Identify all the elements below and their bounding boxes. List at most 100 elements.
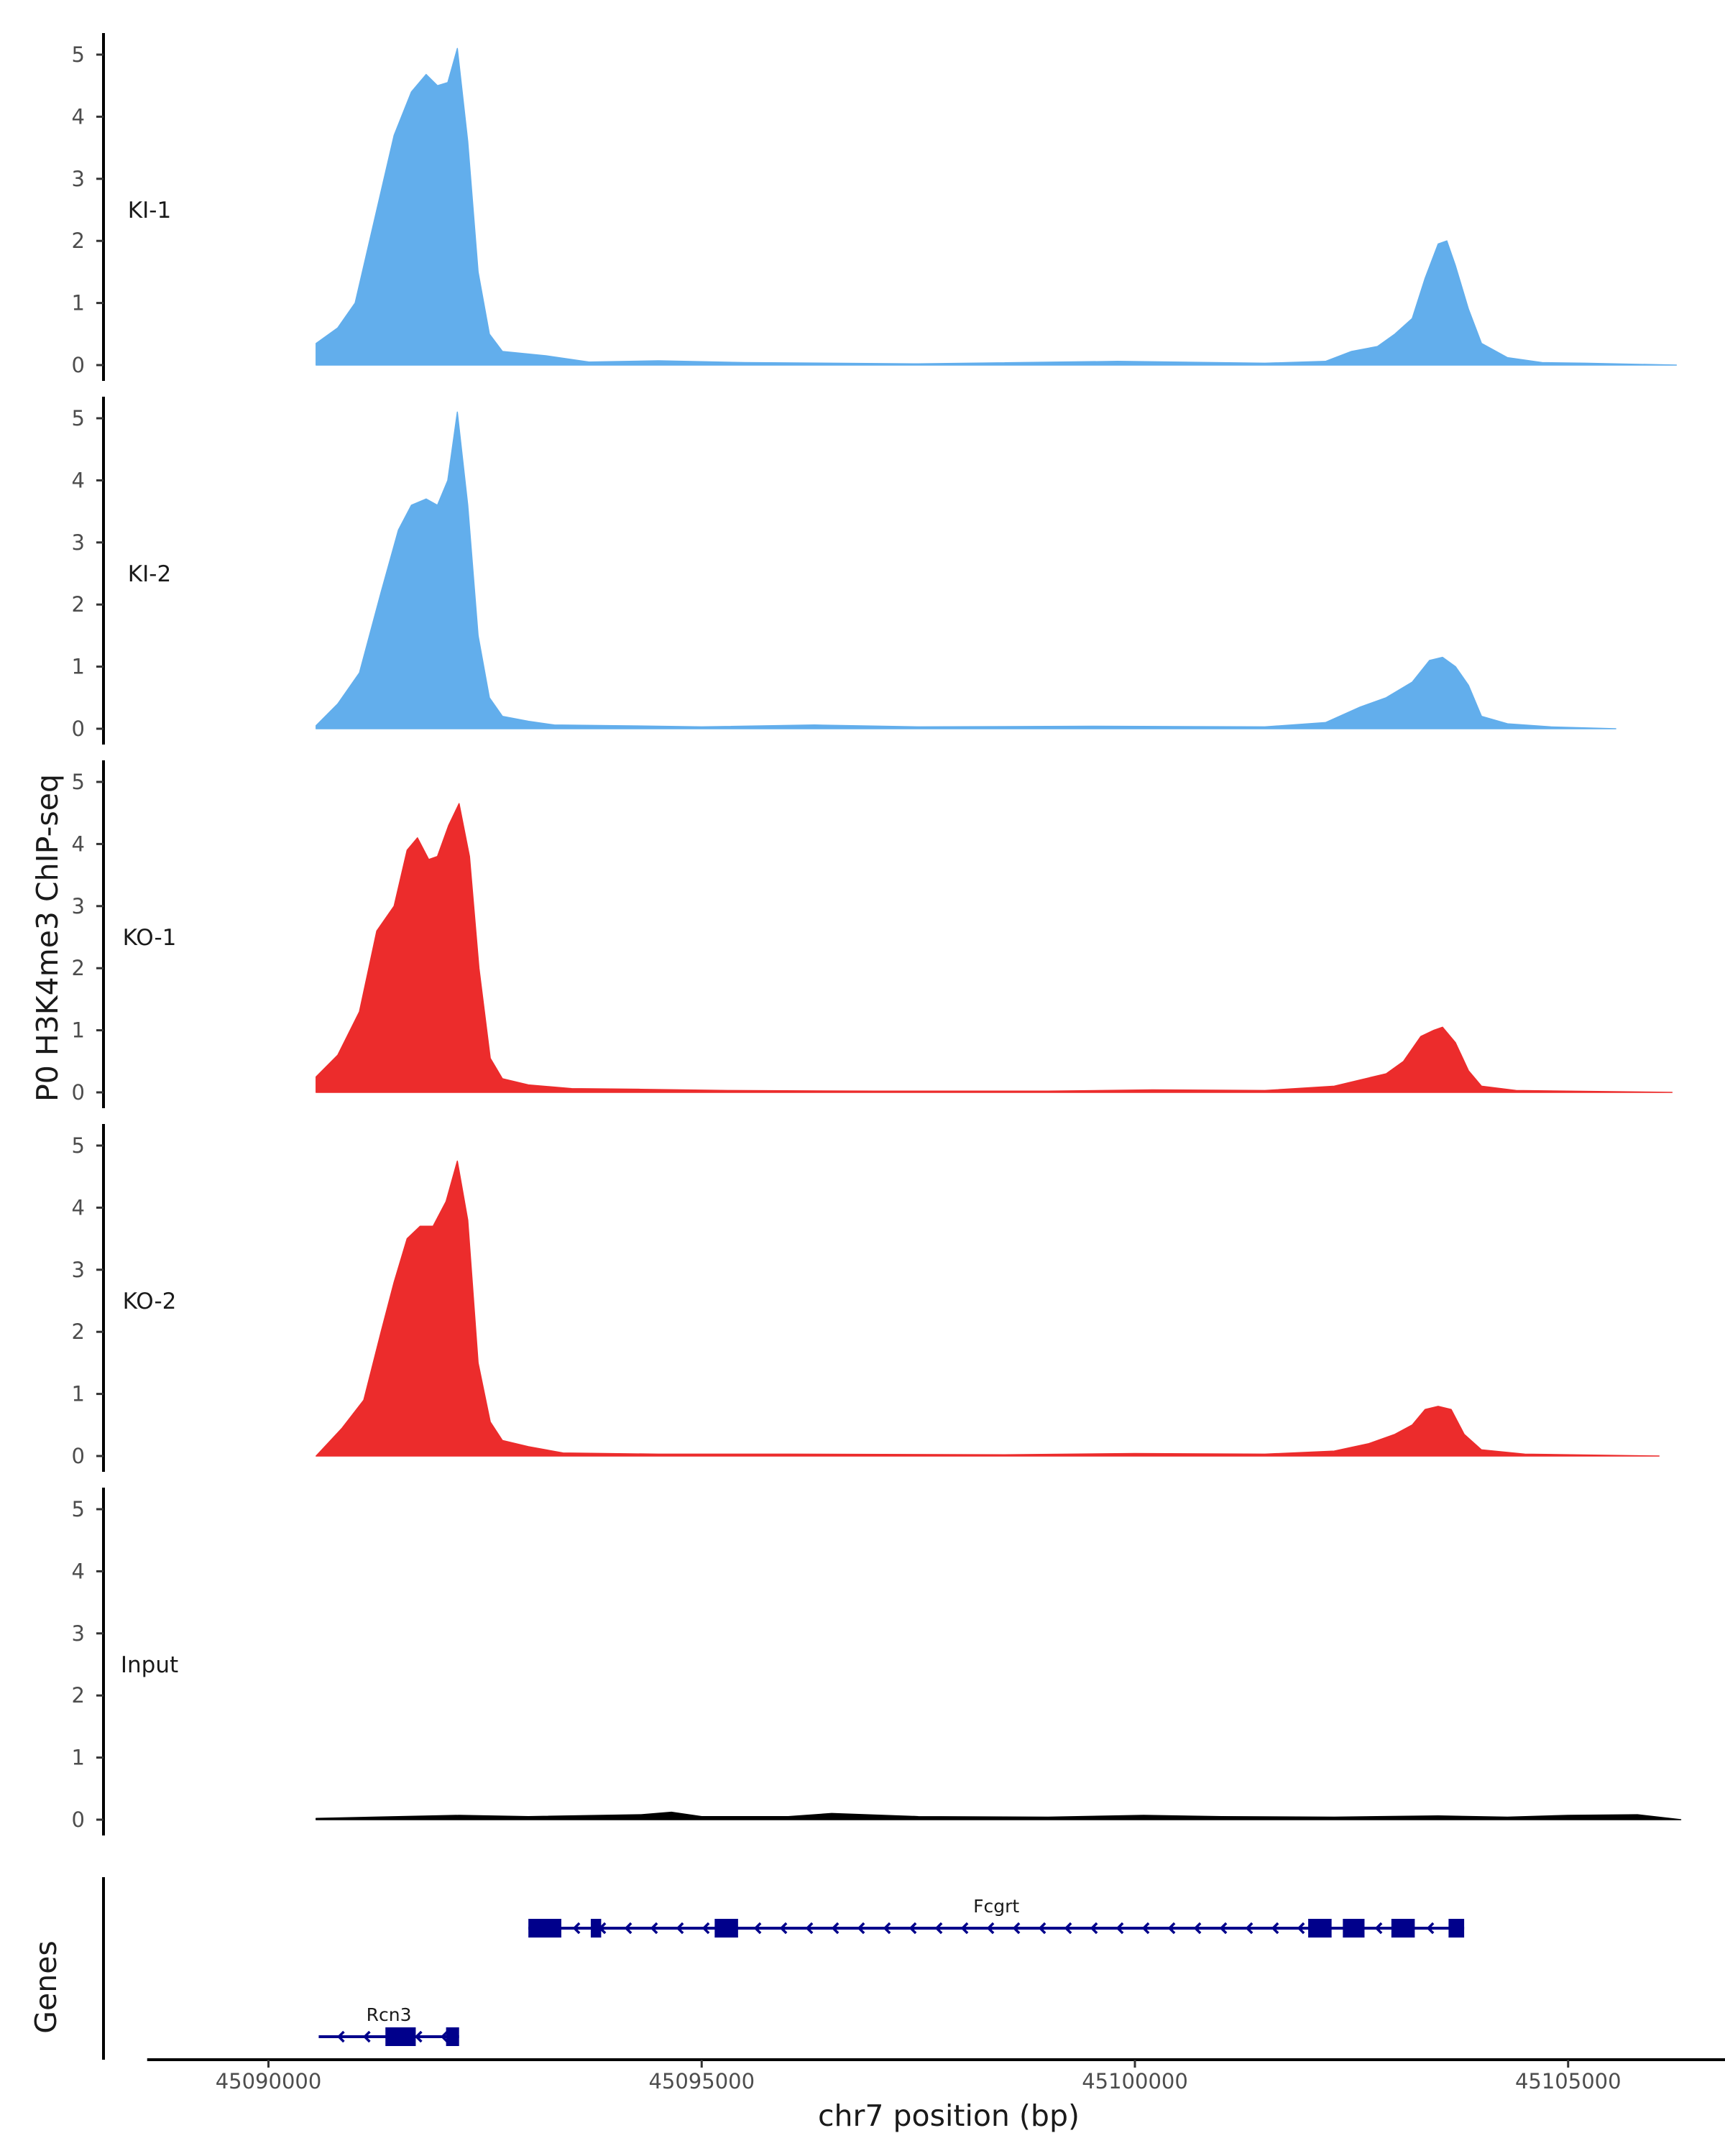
y-tick-label-ki-2-0: 0 <box>72 717 85 741</box>
y-tick-label-input-3: 3 <box>72 1621 85 1646</box>
strand-arrow <box>1245 1922 1254 1935</box>
gene-label-rcn3: Rcn3 <box>367 2004 412 2025</box>
strand-arrow <box>1038 1922 1046 1935</box>
track-label-ki-2: KI-2 <box>128 561 171 587</box>
strand-arrow <box>676 1922 684 1935</box>
coverage-area-ko-1 <box>316 803 1673 1093</box>
y-tick-label-ko-1-1: 1 <box>72 1018 85 1043</box>
y-axis-title: P0 H3K4me3 ChIP-seq <box>30 774 65 1102</box>
strand-arrow <box>805 1922 814 1935</box>
strand-arrow <box>883 1922 891 1935</box>
y-tick-label-input-2: 2 <box>72 1683 85 1708</box>
y-tick-label-input-5: 5 <box>72 1497 85 1521</box>
strand-arrow <box>1064 1922 1072 1935</box>
y-tick-label-input-1: 1 <box>72 1746 85 1770</box>
strand-arrow <box>572 1922 581 1935</box>
gene-label-fcgrt: Fcgrt <box>973 1896 1019 1917</box>
y-tick-label-ki-2-4: 4 <box>72 468 85 492</box>
exon-fcgrt-5 <box>1343 1919 1365 1938</box>
y-tick-label-ki-2-5: 5 <box>72 406 85 430</box>
x-tick-label-45105000: 45105000 <box>1515 2069 1622 2093</box>
strand-arrow <box>1090 1922 1098 1935</box>
gene-rcn3: Rcn3 <box>318 2004 459 2046</box>
x-axis-title: chr7 position (bp) <box>818 2099 1080 2133</box>
strand-arrow <box>986 1922 995 1935</box>
x-axis: 45090000 45095000 45100000 45105000 <box>147 2058 1725 2093</box>
strand-arrow <box>336 2030 345 2043</box>
strand-arrow <box>624 1922 632 1935</box>
strand-arrow <box>1374 1922 1383 1935</box>
track-label-ki-1: KI-1 <box>128 198 171 224</box>
y-tick-label-ko-2-3: 3 <box>72 1258 85 1282</box>
track-label-input: Input <box>121 1652 178 1678</box>
y-tick-label-input-0: 0 <box>72 1807 85 1832</box>
coverage-tracks: 0 1 2 3 4 5 KI-1 0 1 2 3 4 5 KI-2 0 1 2 3 4 5 KO-1 0 1 2 3 4 5 KO-2… <box>72 33 1682 1835</box>
strand-arrow <box>440 2030 448 2043</box>
strand-arrow <box>831 1922 840 1935</box>
strand-arrow <box>702 1922 710 1935</box>
x-tick-label-45095000: 45095000 <box>648 2069 755 2093</box>
y-tick-label-ki-2-2: 2 <box>72 592 85 617</box>
y-tick-label-ko-1-0: 0 <box>72 1080 85 1105</box>
track-label-ko-2: KO-2 <box>123 1289 177 1314</box>
x-tick-label-45090000: 45090000 <box>216 2069 322 2093</box>
gene-annotation-panel: Fcgrt Rcn3 <box>102 1877 1465 2060</box>
strand-arrow <box>650 1922 658 1935</box>
exon-fcgrt-4 <box>1308 1919 1332 1938</box>
exon-fcgrt-6 <box>1391 1919 1415 1938</box>
strand-arrow <box>1167 1922 1176 1935</box>
track-label-ko-1: KO-1 <box>123 925 177 951</box>
exon-fcgrt-7 <box>1448 1919 1465 1938</box>
x-tick-label-45100000: 45100000 <box>1082 2069 1188 2093</box>
y-tick-label-ko-2-0: 0 <box>72 1444 85 1468</box>
y-tick-label-ki-1-5: 5 <box>72 42 85 67</box>
y-tick-label-ki-2-3: 3 <box>72 530 85 555</box>
genes-axis-title: Genes <box>29 1940 63 2034</box>
exon-fcgrt-2 <box>590 1919 602 1938</box>
track-ki-1: 0 1 2 3 4 5 KI-1 <box>72 33 1678 381</box>
y-tick-label-input-4: 4 <box>72 1559 85 1583</box>
exon-fcgrt-3 <box>714 1919 738 1938</box>
strand-arrow <box>908 1922 917 1935</box>
coverage-area-ki-2 <box>316 411 1616 729</box>
coverage-area-ko-2 <box>316 1160 1660 1457</box>
strand-arrow <box>753 1922 762 1935</box>
strand-arrow <box>1271 1922 1279 1935</box>
strand-arrow <box>1012 1922 1021 1935</box>
strand-arrow <box>1297 1922 1305 1935</box>
exon-rcn3-2 <box>446 2027 459 2046</box>
y-tick-label-ki-2-1: 1 <box>72 655 85 679</box>
gene-fcgrt: Fcgrt <box>528 1896 1465 1938</box>
strand-arrow <box>857 1922 865 1935</box>
strand-arrow <box>1219 1922 1228 1935</box>
y-tick-label-ko-2-4: 4 <box>72 1195 85 1220</box>
coverage-area-input <box>316 1811 1682 1820</box>
strand-arrow <box>414 2030 423 2043</box>
strand-arrow <box>1193 1922 1202 1935</box>
y-tick-label-ki-1-2: 2 <box>72 229 85 253</box>
y-tick-label-ko-1-2: 2 <box>72 956 85 980</box>
y-tick-label-ko-1-4: 4 <box>72 831 85 856</box>
y-tick-label-ki-1-3: 3 <box>72 167 85 191</box>
y-tick-label-ko-2-2: 2 <box>72 1319 85 1344</box>
y-tick-label-ki-1-0: 0 <box>72 353 85 377</box>
strand-arrow <box>779 1922 788 1935</box>
track-ko-1: 0 1 2 3 4 5 KO-1 <box>72 760 1673 1108</box>
coverage-area-ki-1 <box>316 47 1678 366</box>
track-input: 0 1 2 3 4 5 Input <box>72 1488 1682 1835</box>
y-tick-label-ko-2-1: 1 <box>72 1382 85 1406</box>
strand-arrow <box>1116 1922 1124 1935</box>
y-tick-label-ki-1-4: 4 <box>72 104 85 129</box>
y-tick-label-ko-1-5: 5 <box>72 770 85 794</box>
strand-arrow <box>1141 1922 1150 1935</box>
strand-arrow <box>1426 1922 1435 1935</box>
y-tick-label-ki-1-1: 1 <box>72 291 85 315</box>
track-ki-2: 0 1 2 3 4 5 KI-2 <box>72 397 1616 745</box>
exon-rcn3-1 <box>385 2027 416 2046</box>
strand-arrow <box>960 1922 969 1935</box>
strand-arrow <box>934 1922 943 1935</box>
strand-arrow <box>362 2030 371 2043</box>
exon-fcgrt-1 <box>528 1919 561 1938</box>
track-ko-2: 0 1 2 3 4 5 KO-2 <box>72 1124 1660 1472</box>
